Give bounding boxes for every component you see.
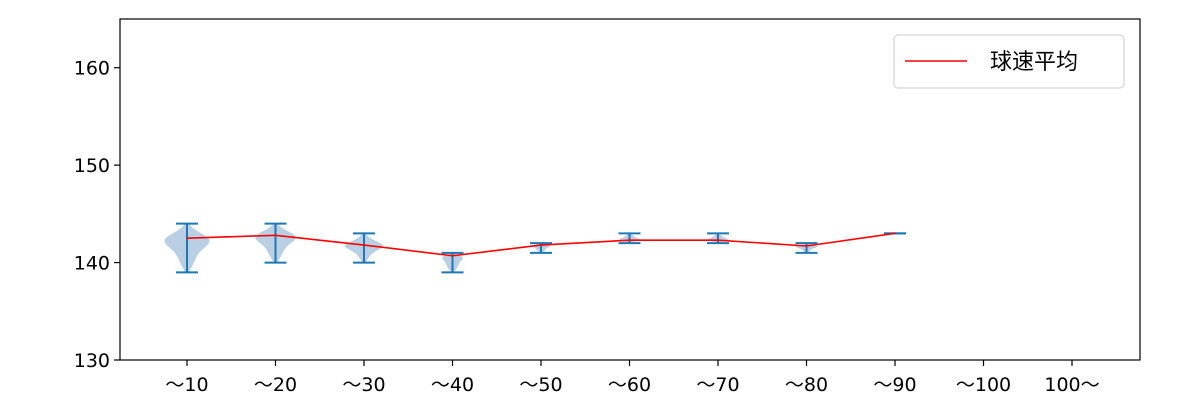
x-tick-label-4: ～40: [431, 374, 474, 396]
mean-point-5: [540, 244, 542, 246]
whiskers-layer: [176, 222, 906, 274]
violins-layer: [164, 223, 818, 273]
mean-point-2: [274, 234, 277, 237]
legend-label: 球速平均: [990, 50, 1078, 75]
x-tick-label-7: ～70: [696, 374, 739, 396]
mean-point-1: [186, 237, 188, 240]
mean-point-3: [363, 244, 365, 246]
x-tick-label-8: ～80: [785, 374, 828, 396]
legend: 球速平均: [893, 34, 1125, 89]
x-tick-label-1: ～10: [165, 374, 208, 396]
y-tick-label-140: 140: [74, 253, 110, 275]
x-tick-label-9: ～90: [873, 374, 916, 396]
y-tick-label-160: 160: [74, 58, 110, 80]
axes-layer: 130 140 150 160 ～10 ～20 ～30 ～40 ～50 ～60 ～70 ～80 ～90 ～…: [74, 18, 1141, 396]
x-tick-label-11: 100～: [1044, 374, 1099, 396]
legend-box: [893, 34, 1125, 89]
mean-point-9: [894, 232, 896, 235]
mean-line-layer: [186, 232, 896, 257]
x-tick-label-10: ～100: [956, 374, 1011, 396]
mean-point-8: [805, 245, 808, 247]
x-tick-label-6: ～60: [608, 374, 651, 396]
x-tick-label-2: ～20: [254, 374, 297, 396]
mean-point-4: [451, 254, 454, 257]
x-tick-label-5: ～50: [519, 374, 562, 396]
y-tick-label-150: 150: [74, 155, 110, 177]
y-tick-label-130: 130: [74, 350, 110, 372]
mean-point-7: [717, 239, 719, 241]
x-tick-label-3: ～30: [342, 374, 385, 396]
mean-point-6: [628, 239, 631, 241]
